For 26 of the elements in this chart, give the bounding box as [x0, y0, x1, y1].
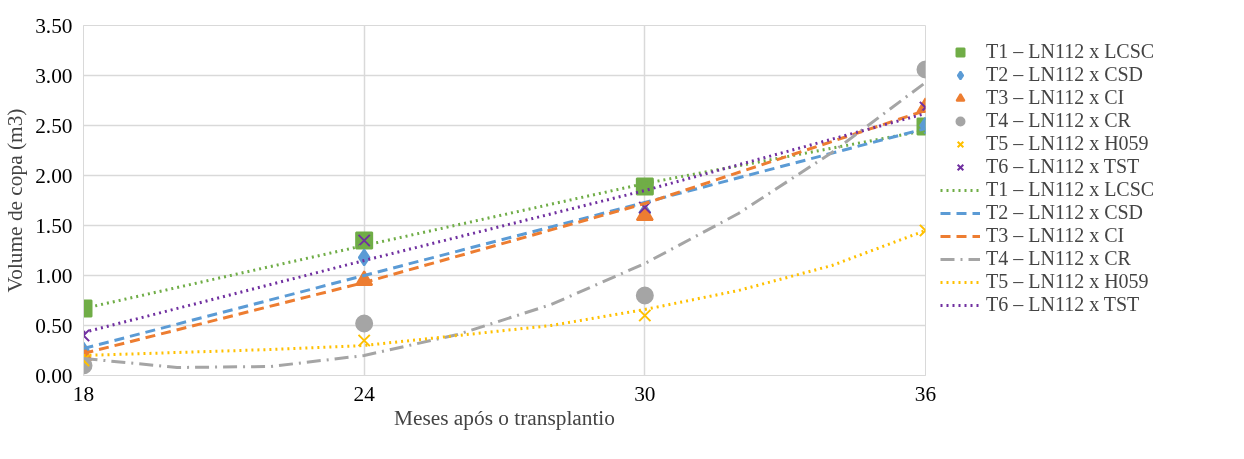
- legend-label: T6 – LN112 x TST: [986, 293, 1140, 316]
- legend-label: T5 – LN112 x H059: [986, 270, 1149, 293]
- x-tick-label: 30: [634, 381, 656, 406]
- legend-label: T4 – LN112 x CR: [986, 247, 1131, 270]
- legend-label: T3 – LN112 x CI: [986, 224, 1125, 247]
- x-tick-label: 24: [353, 381, 376, 406]
- y-tick-label: 0.00: [35, 363, 73, 388]
- y-tick-label: 2.50: [35, 113, 73, 138]
- y-tick-label: 1.00: [35, 263, 73, 288]
- y-tick-label: 3.00: [35, 63, 73, 88]
- legend-label: T1 – LN112 x LCSC: [986, 178, 1155, 201]
- y-tick-label: 1.50: [35, 213, 73, 238]
- legend-label: T3 – LN112 x CI: [986, 86, 1125, 109]
- legend-label: T2 – LN112 x CSD: [986, 201, 1144, 224]
- legend-label: T6 – LN112 x TST: [986, 155, 1140, 178]
- x-tick-label: 36: [914, 381, 937, 406]
- legend-label: T5 – LN112 x H059: [986, 132, 1149, 155]
- y-axis-title: Volume de copa (m3): [3, 108, 28, 293]
- legend-label: T2 – LN112 x CSD: [986, 63, 1144, 86]
- y-tick-label: 0.50: [35, 313, 73, 338]
- y-tick-label: 2.00: [35, 163, 73, 188]
- x-tick-label: 18: [72, 381, 95, 406]
- x-axis-title: Meses após o transplantio: [394, 405, 615, 430]
- legend-label: T1 – LN112 x LCSC: [986, 40, 1155, 63]
- y-tick-label: 3.50: [35, 13, 73, 38]
- legend-label: T4 – LN112 x CR: [986, 109, 1131, 132]
